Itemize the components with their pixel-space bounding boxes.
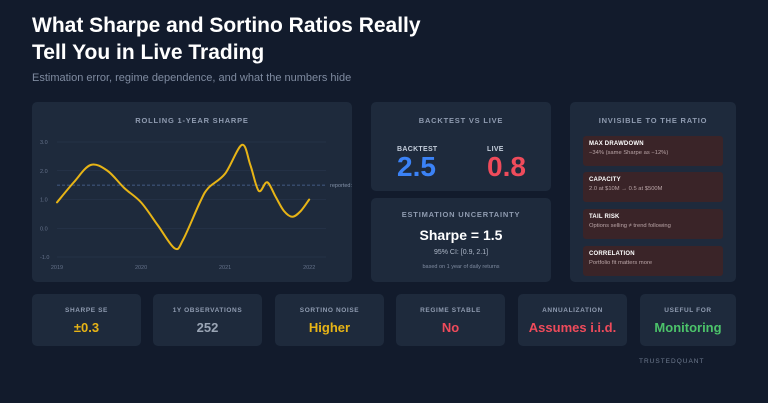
stat-value: No	[441, 320, 460, 335]
invisible-to-ratio-title: INVISIBLE TO THE RATIO	[598, 116, 708, 125]
backtest-vs-live-title: BACKTEST vs LIVE	[418, 116, 504, 125]
stat-value: Monitoring	[654, 320, 722, 335]
stat-value: ±0.3	[73, 320, 100, 335]
live-column: LIVE 0.8	[487, 146, 526, 182]
live-value: 0.8	[487, 151, 526, 182]
estimation-note: based on 1 year of daily returns	[422, 264, 500, 270]
invisible-item-desc: 2.0 at $10M → 0.5 at $500M	[589, 186, 663, 192]
stat-value: 252	[196, 320, 219, 335]
rolling-sharpe-line	[56, 143, 311, 251]
live-label: LIVE	[487, 146, 504, 153]
stat-label: 1Y OBSERVATIONS	[172, 307, 243, 314]
x-tick-label: 2021	[219, 265, 231, 271]
stat-label: ANNUALIZATION	[542, 307, 603, 314]
invisible-item-title: TAIL RISK	[589, 214, 620, 220]
invisible-to-ratio-card: INVISIBLE TO THE RATIO MAX DRAWDOWN −34%…	[570, 102, 736, 282]
y-tick-label: 2.0	[40, 169, 48, 175]
x-tick-label: 2020	[135, 265, 147, 271]
sharpe-estimate: Sharpe = 1.5	[419, 227, 503, 243]
x-tick-label: 2022	[303, 265, 315, 271]
backtest-value: 2.5	[397, 151, 436, 182]
invisible-item-correlation: CORRELATION Portfolio fit matters more	[583, 246, 723, 276]
confidence-interval: 95% CI: [0.9, 2.1]	[433, 249, 489, 256]
stat-useful-for: USEFUL FOR Monitoring	[640, 294, 736, 346]
y-tick-label: 1.0	[40, 198, 48, 204]
backtest-vs-live-card: BACKTEST vs LIVE BACKTEST 2.5 LIVE 0.8	[371, 102, 551, 191]
invisible-item-drawdown: MAX DRAWDOWN −34% (same Sharpe as −12%)	[583, 136, 723, 166]
page-subtitle: Estimation error, regime dependence, and…	[32, 72, 352, 84]
y-tick-label: -1.0	[40, 255, 49, 261]
backtest-column: BACKTEST 2.5	[397, 146, 438, 182]
stat-value: Higher	[308, 320, 351, 335]
stat-label: USEFUL FOR	[664, 307, 712, 314]
rolling-sharpe-title: ROLLING 1-YEAR SHARPE	[135, 116, 249, 125]
y-tick-label: 3.0	[40, 140, 48, 146]
y-tick-label: 0.0	[40, 226, 48, 232]
invisible-item-desc: Options selling ≠ trend following	[589, 223, 671, 229]
invisible-item-title: MAX DRAWDOWN	[589, 141, 644, 147]
invisible-item-tail-risk: TAIL RISK Options selling ≠ trend follow…	[583, 209, 723, 239]
stat-sharpe-se: SHARPE SE ±0.3	[32, 294, 141, 346]
stat-sortino-noise: SORTINO NOISE Higher	[275, 294, 384, 346]
estimation-uncertainty-title: ESTIMATION UNCERTAINTY	[401, 210, 521, 219]
stat-observations: 1Y OBSERVATIONS 252	[153, 294, 262, 346]
invisible-item-title: CAPACITY	[589, 177, 621, 183]
page-title: What Sharpe and Sortino Ratios Really Te…	[32, 14, 421, 64]
invisible-item-title: CORRELATION	[589, 251, 635, 257]
stat-annualization: ANNUALIZATION Assumes i.i.d.	[518, 294, 627, 346]
reported-reference-label: reported: 1.5	[330, 183, 352, 189]
x-tick-label: 2019	[51, 265, 63, 271]
stat-label: SHARPE SE	[65, 307, 108, 314]
brand-watermark: TRUSTEDQUANT	[639, 358, 705, 365]
invisible-item-desc: −34% (same Sharpe as −12%)	[589, 150, 669, 156]
rolling-sharpe-card: ROLLING 1-YEAR SHARPE 3.0 2.0 1.0 0.0 -1.0 20…	[32, 102, 352, 282]
invisible-item-capacity: CAPACITY 2.0 at $10M → 0.5 at $500M	[583, 172, 723, 202]
backtest-label: BACKTEST	[397, 146, 438, 153]
estimation-uncertainty-card: ESTIMATION UNCERTAINTY Sharpe = 1.5 95% …	[371, 198, 551, 282]
invisible-item-desc: Portfolio fit matters more	[589, 260, 653, 266]
stat-label: SORTINO NOISE	[299, 307, 360, 314]
stat-regime-stable: REGIME STABLE No	[396, 294, 505, 346]
stat-label: REGIME STABLE	[420, 307, 481, 314]
stat-value: Assumes i.i.d.	[528, 320, 617, 335]
